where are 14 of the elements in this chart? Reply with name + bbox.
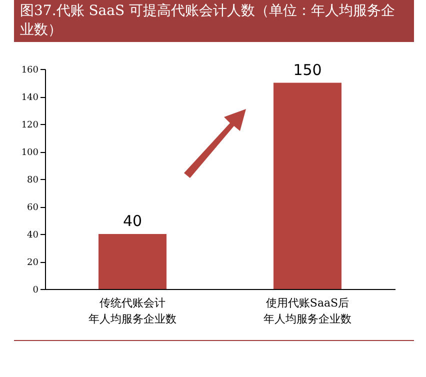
chart-title: 图37.代账 SaaS 可提高代账会计人数（单位：年人均服务企业数） <box>14 0 414 42</box>
y-tick-label: 100 <box>21 148 39 158</box>
data-label: 40 <box>122 212 142 230</box>
y-tick-label: 20 <box>27 258 39 268</box>
y-tick-label: 80 <box>27 176 39 186</box>
x-tick-label: 使用代账SaaS后年人均服务企业数 <box>264 296 352 326</box>
y-tick-label: 120 <box>21 120 39 130</box>
data-label: 150 <box>293 60 322 79</box>
x-tick-label: 传统代账会计年人均服务企业数 <box>88 296 176 326</box>
y-tick-label: 40 <box>27 230 39 240</box>
y-tick-label: 140 <box>21 93 39 103</box>
y-tick-label: 60 <box>27 203 39 213</box>
y-tick-label: 160 <box>21 66 39 76</box>
y-tick-label: 0 <box>32 286 39 296</box>
